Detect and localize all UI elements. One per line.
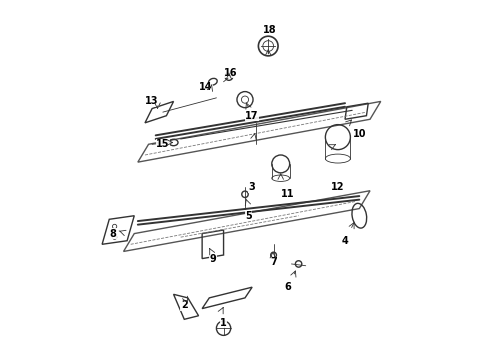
Text: 10: 10 [353,129,366,139]
Text: 15: 15 [156,139,170,149]
Text: 17: 17 [245,111,259,121]
Text: 7: 7 [270,257,277,267]
Text: 6: 6 [285,282,291,292]
Text: 11: 11 [281,189,294,199]
Text: 13: 13 [146,96,159,107]
Text: 12: 12 [331,182,344,192]
Text: 4: 4 [342,236,348,246]
Text: 5: 5 [245,211,252,221]
Text: 16: 16 [224,68,238,78]
Text: 3: 3 [249,182,255,192]
Text: 1: 1 [220,318,227,328]
Text: 14: 14 [199,82,213,92]
Text: 2: 2 [181,300,188,310]
Text: 8: 8 [109,229,116,239]
Text: 18: 18 [263,25,277,35]
Text: 9: 9 [210,253,216,264]
